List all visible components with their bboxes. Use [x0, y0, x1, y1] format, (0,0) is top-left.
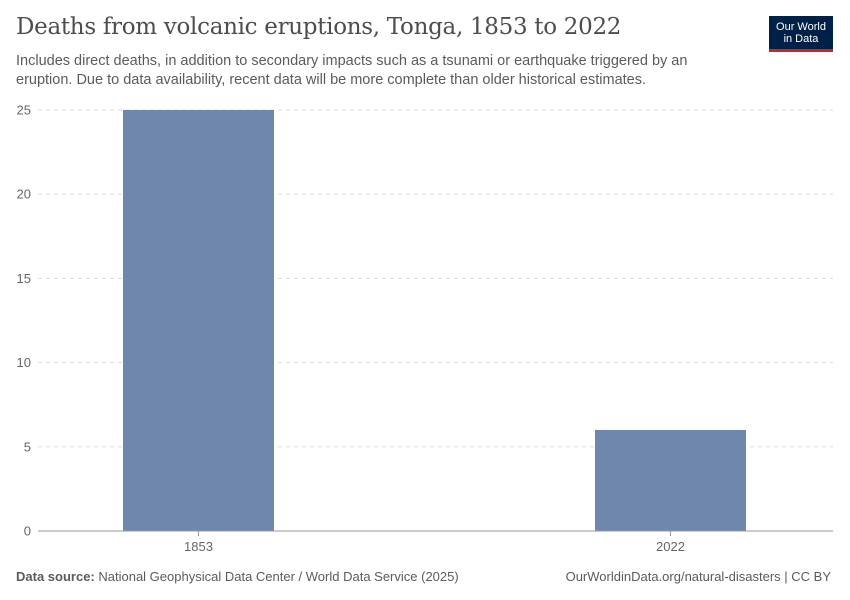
data-source-text: National Geophysical Data Center / World…: [98, 569, 459, 584]
x-tick-label-2022: 2022: [656, 539, 685, 554]
y-tick-label-25: 25: [17, 103, 31, 118]
bar-1853: [123, 110, 274, 531]
y-tick-label-15: 15: [17, 271, 31, 286]
logo-line-2: in Data: [783, 33, 819, 45]
chart-title: Deaths from volcanic eruptions, Tonga, 1…: [16, 14, 622, 40]
y-tick-label-10: 10: [17, 355, 31, 370]
data-source: Data source: National Geophysical Data C…: [16, 569, 459, 584]
y-tick-label-20: 20: [17, 187, 31, 202]
source-link[interactable]: OurWorldinData.org/natural-disasters | C…: [565, 569, 831, 584]
chart-subtitle: Includes direct deaths, in addition to s…: [16, 53, 688, 88]
logo-line-1: Our World: [776, 21, 826, 33]
data-source-label: Data source:: [16, 569, 95, 584]
y-tick-label-0: 0: [24, 524, 31, 539]
bar-2022: [595, 429, 746, 531]
owid-logo[interactable]: Our World in Data: [769, 16, 833, 52]
y-tick-label-5: 5: [24, 439, 31, 454]
x-tick-label-1853: 1853: [184, 539, 213, 554]
